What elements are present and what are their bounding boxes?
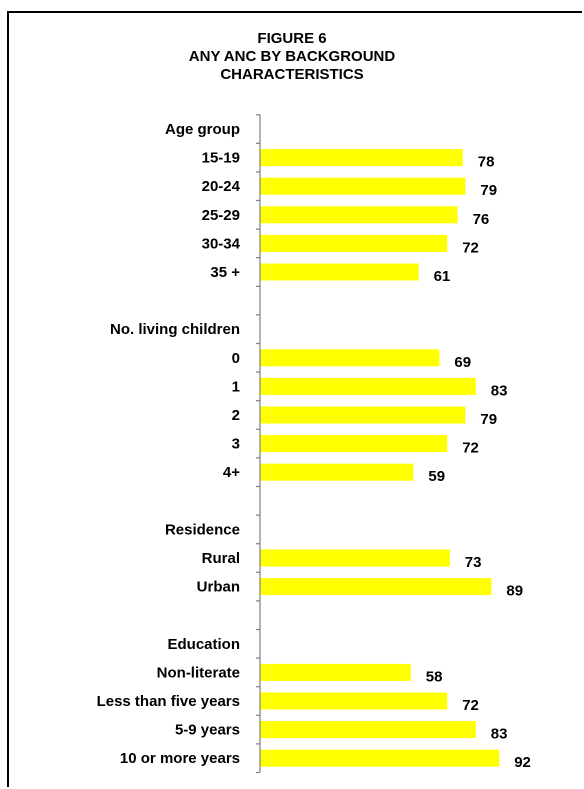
data-label: 58 — [426, 668, 443, 685]
title-line-3: CHARACTERISTICS — [220, 66, 364, 83]
bar — [260, 663, 411, 681]
group-label: Education — [167, 636, 240, 653]
data-label: 79 — [480, 182, 497, 199]
category-label: 15-19 — [202, 150, 240, 167]
data-label: 83 — [491, 382, 508, 399]
data-label: 83 — [491, 726, 508, 743]
group-label: Residence — [165, 521, 240, 538]
category-label: 35 + — [210, 264, 240, 281]
bar — [260, 234, 448, 252]
bar — [260, 549, 450, 567]
category-label: 5-9 years — [175, 722, 240, 739]
category-label: 2 — [232, 407, 240, 424]
category-label: 30-34 — [202, 235, 241, 252]
bar — [260, 177, 466, 195]
data-label: 72 — [462, 440, 479, 457]
category-label: 20-24 — [202, 178, 241, 195]
bar — [260, 721, 476, 739]
category-label: Non-literate — [157, 664, 240, 681]
category-label: 4+ — [223, 464, 240, 481]
data-label: 76 — [473, 211, 490, 228]
data-label: 73 — [465, 554, 482, 571]
bar — [260, 692, 448, 710]
category-label: 0 — [232, 350, 240, 367]
category-label: 25-29 — [202, 207, 240, 224]
data-label: 72 — [462, 239, 479, 256]
data-label: 72 — [462, 697, 479, 714]
bar — [260, 149, 463, 167]
data-label: 59 — [428, 468, 445, 485]
bar — [260, 206, 458, 224]
data-label: 61 — [434, 268, 451, 285]
bar — [260, 263, 419, 281]
bar — [260, 463, 414, 481]
bar — [260, 349, 440, 367]
category-label: Less than five years — [97, 693, 240, 710]
chart-title: FIGURE 6 ANY ANC BY BACKGROUND CHARACTER… — [0, 30, 584, 84]
group-label: No. living children — [110, 321, 240, 338]
data-label: 92 — [514, 754, 531, 771]
group-label: Age group — [165, 121, 240, 138]
category-label: 3 — [232, 436, 240, 453]
category-label: Rural — [202, 550, 240, 567]
data-label: 78 — [478, 154, 495, 171]
bar — [260, 749, 500, 767]
category-label: 1 — [232, 378, 240, 395]
title-line-2: ANY ANC BY BACKGROUND — [188, 48, 396, 65]
bar — [260, 578, 492, 596]
data-label: 69 — [454, 354, 471, 371]
figure-frame — [7, 11, 582, 787]
category-label: 10 or more years — [120, 750, 240, 767]
bar — [260, 406, 466, 424]
title-line-1: FIGURE 6 — [257, 30, 327, 47]
data-label: 89 — [506, 583, 523, 600]
bar — [260, 377, 476, 395]
data-label: 79 — [480, 411, 497, 428]
category-label: Urban — [197, 579, 240, 596]
bar — [260, 435, 448, 453]
